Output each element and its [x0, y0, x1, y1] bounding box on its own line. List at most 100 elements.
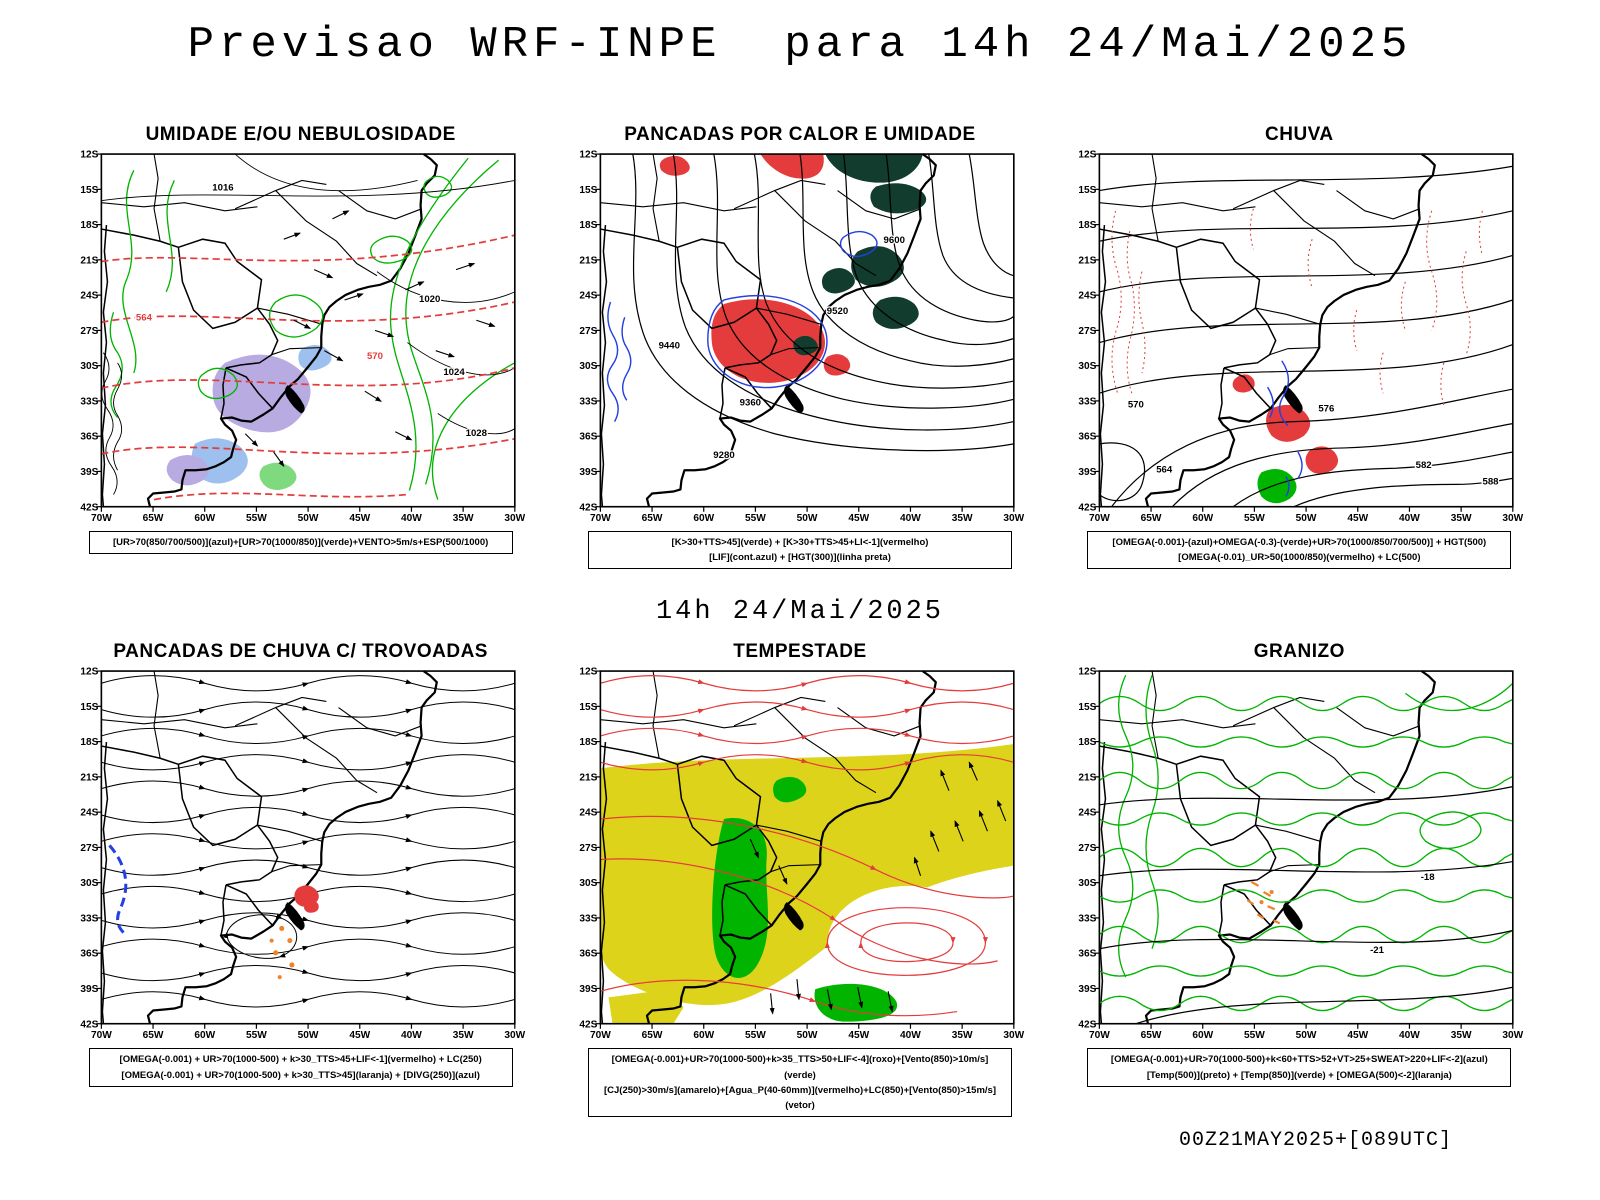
omega-contours-blue — [1267, 360, 1304, 497]
lat-tick-label: 42S — [80, 502, 98, 513]
lon-tick-label: 70W — [91, 513, 112, 524]
lon-tick-label: 50W — [297, 513, 318, 524]
lat-tick-label: 15S — [579, 702, 597, 713]
lat-tick-label: 24S — [1079, 808, 1097, 819]
lon-tick-label: 45W — [349, 1030, 370, 1041]
lat-tick-label: 12S — [579, 667, 597, 678]
lat-tick-label: 36S — [1079, 432, 1097, 443]
divergence-contour-blue — [107, 844, 127, 937]
lon-tick-label: 45W — [349, 513, 370, 524]
lon-axis: 70W 65W 60W 55W 50W 45W 40W 35W 30W — [91, 1024, 525, 1041]
panel-title: GRANIZO — [1253, 641, 1345, 663]
green-contours — [109, 157, 515, 500]
caption-line: [OMEGA(-0.001)+UR>70(1000-500)+k>35_TTS>… — [611, 1054, 989, 1081]
lat-tick-label: 15S — [80, 185, 98, 196]
lat-axis: 12S 15S 18S 21S 24S 27S 30S 33S 36S 39S 42S — [579, 667, 601, 1031]
lat-tick-label: 12S — [1079, 667, 1097, 678]
storm-marks — [269, 885, 319, 980]
lat-tick-label: 27S — [80, 326, 98, 337]
run-timestamp: 00Z21MAY2025+[089UTC] — [1178, 1129, 1452, 1153]
lon-tick-label: 50W — [1296, 513, 1317, 524]
lat-tick-label: 24S — [80, 291, 98, 302]
lat-tick-label: 21S — [80, 773, 98, 784]
caption-line: [OMEGA(-0.001)-(azul)+OMEGA(-0.3)-(verde… — [1112, 537, 1487, 548]
panel-title: PANCADAS POR CALOR E UMIDADE — [624, 124, 976, 145]
streamlines — [100, 675, 515, 1008]
contour-value-label: 9280 — [713, 450, 734, 461]
lat-axis: 12S 15S 18S 21S 24S 27S 30S 33S 36S 39S 42S — [1079, 150, 1100, 513]
panel-title: PANCADAS DE CHUVA C/ TROVOADAS — [113, 641, 488, 663]
wind-arrows — [244, 210, 496, 468]
panel-tempestade: TEMPESTADE — [559, 641, 1040, 1118]
lat-tick-label: 30S — [579, 361, 597, 372]
caption-line: [LIF](cont.azul) + [HGT(300)](linha pret… — [709, 552, 891, 564]
lon-tick-label: 35W — [452, 1030, 473, 1041]
lat-tick-label: 36S — [1079, 949, 1097, 960]
contour-value-label: 1028 — [465, 428, 487, 439]
caption-box: [OMEGA(-0.001) + UR>70(1000-500) + k>30_… — [88, 1048, 513, 1087]
lat-tick-label: 15S — [1079, 185, 1097, 196]
lon-tick-label: 60W — [1193, 513, 1214, 524]
contour-labels: -18 -21 — [1369, 871, 1437, 957]
valid-time-subtitle: 14h 24/Mai/2025 — [655, 597, 945, 628]
lat-tick-label: 18S — [579, 738, 597, 749]
map-trovoadas: 12S 15S 18S 21S 24S 27S 30S 33S 36S 39S 42S 70W 65W… — [80, 667, 525, 1041]
lon-tick-label: 65W — [1141, 1030, 1162, 1041]
lon-tick-label: 45W — [1348, 1030, 1369, 1041]
wind-vectors — [749, 761, 1007, 1015]
contour-value-label: 564 — [1157, 464, 1174, 475]
caption-line: [K>30+TTS>45](verde) + [K>30+TTS>45+LI<-… — [671, 537, 929, 548]
lon-axis: 70W 65W 60W 55W 50W 45W 40W 35W 30W — [590, 1024, 1025, 1041]
lat-tick-label: 36S — [80, 432, 98, 443]
lat-tick-label: 39S — [579, 467, 597, 478]
contour-value-label: -21 — [1370, 945, 1385, 956]
lon-tick-label: 55W — [1244, 513, 1265, 524]
caption-box: [UR>70(850/700/500)](azul)+[UR>70(1000/8… — [88, 531, 513, 555]
lon-tick-label: 55W — [246, 513, 267, 524]
temp850-contours-green — [1099, 675, 1514, 1012]
panel-pancadas-calor: PANCADAS POR CALOR E UMIDADE — [559, 124, 1040, 570]
lat-tick-label: 42S — [1079, 1020, 1097, 1031]
lat-tick-label: 24S — [1079, 291, 1097, 302]
contour-value-label: 570 — [1128, 399, 1144, 410]
lon-tick-label: 60W — [693, 1030, 714, 1041]
caption-line: [OMEGA(-0.001) + UR>70(1000-500) + k>30_… — [121, 1069, 480, 1081]
contour-value-label: 564 — [136, 312, 153, 323]
contour-value-label: 1024 — [443, 367, 465, 378]
lat-tick-label: 24S — [80, 808, 98, 819]
lat-tick-label: 33S — [579, 914, 597, 925]
lon-axis: 70W 65W 60W 55W 50W 45W 40W 35W 30W — [91, 506, 525, 524]
shower-areas — [659, 154, 927, 383]
lat-tick-label: 36S — [80, 949, 98, 960]
lon-tick-label: 40W — [401, 1030, 422, 1041]
panel-title: UMIDADE E/OU NEBULOSIDADE — [145, 124, 456, 145]
caption-box: [K>30+TTS>45](verde) + [K>30+TTS>45+LI<-… — [587, 531, 1012, 570]
lon-tick-label: 45W — [848, 513, 869, 524]
lon-tick-label: 70W — [1089, 513, 1110, 524]
omega500-marks-orange — [1247, 881, 1281, 925]
lat-tick-label: 39S — [1079, 984, 1097, 995]
contour-value-label: 582 — [1416, 460, 1432, 471]
caption-box: [OMEGA(-0.001)-(azul)+OMEGA(-0.3)-(verde… — [1087, 531, 1512, 570]
lon-tick-label: 55W — [1244, 1030, 1265, 1041]
lon-tick-label: 70W — [590, 1030, 611, 1041]
lat-tick-label: 33S — [1079, 396, 1097, 407]
lon-tick-label: 30W — [1003, 1030, 1024, 1041]
lat-tick-label: 42S — [579, 1020, 597, 1031]
caption-line: [Temp(500)](preto) + [Temp(850)](verde) … — [1146, 1069, 1452, 1081]
contour-value-label: 9600 — [884, 235, 905, 246]
lat-tick-label: 12S — [80, 667, 98, 678]
lat-tick-label: 21S — [1079, 255, 1097, 266]
lon-tick-label: 50W — [797, 1030, 818, 1041]
lat-axis: 12S 15S 18S 21S 24S 27S 30S 33S 36S 39S 42S — [1079, 667, 1100, 1031]
lon-tick-label: 30W — [1503, 513, 1524, 524]
contour-value-label: 9440 — [659, 341, 680, 352]
lon-tick-label: 70W — [91, 1030, 112, 1041]
contour-labels: 1016 1020 1024 1028 564 570 — [134, 181, 488, 440]
lat-tick-label: 33S — [80, 914, 98, 925]
panel-granizo: GRANIZO — [1059, 641, 1540, 1117]
lon-tick-label: 35W — [1451, 513, 1472, 524]
caption-line: [OMEGA(-0.001)+UR>70(1000-500)+k<60+TTS>… — [1110, 1054, 1488, 1066]
lat-tick-label: 12S — [1079, 150, 1097, 161]
contour-labels: 570 576 582 564 588 — [1127, 398, 1501, 489]
